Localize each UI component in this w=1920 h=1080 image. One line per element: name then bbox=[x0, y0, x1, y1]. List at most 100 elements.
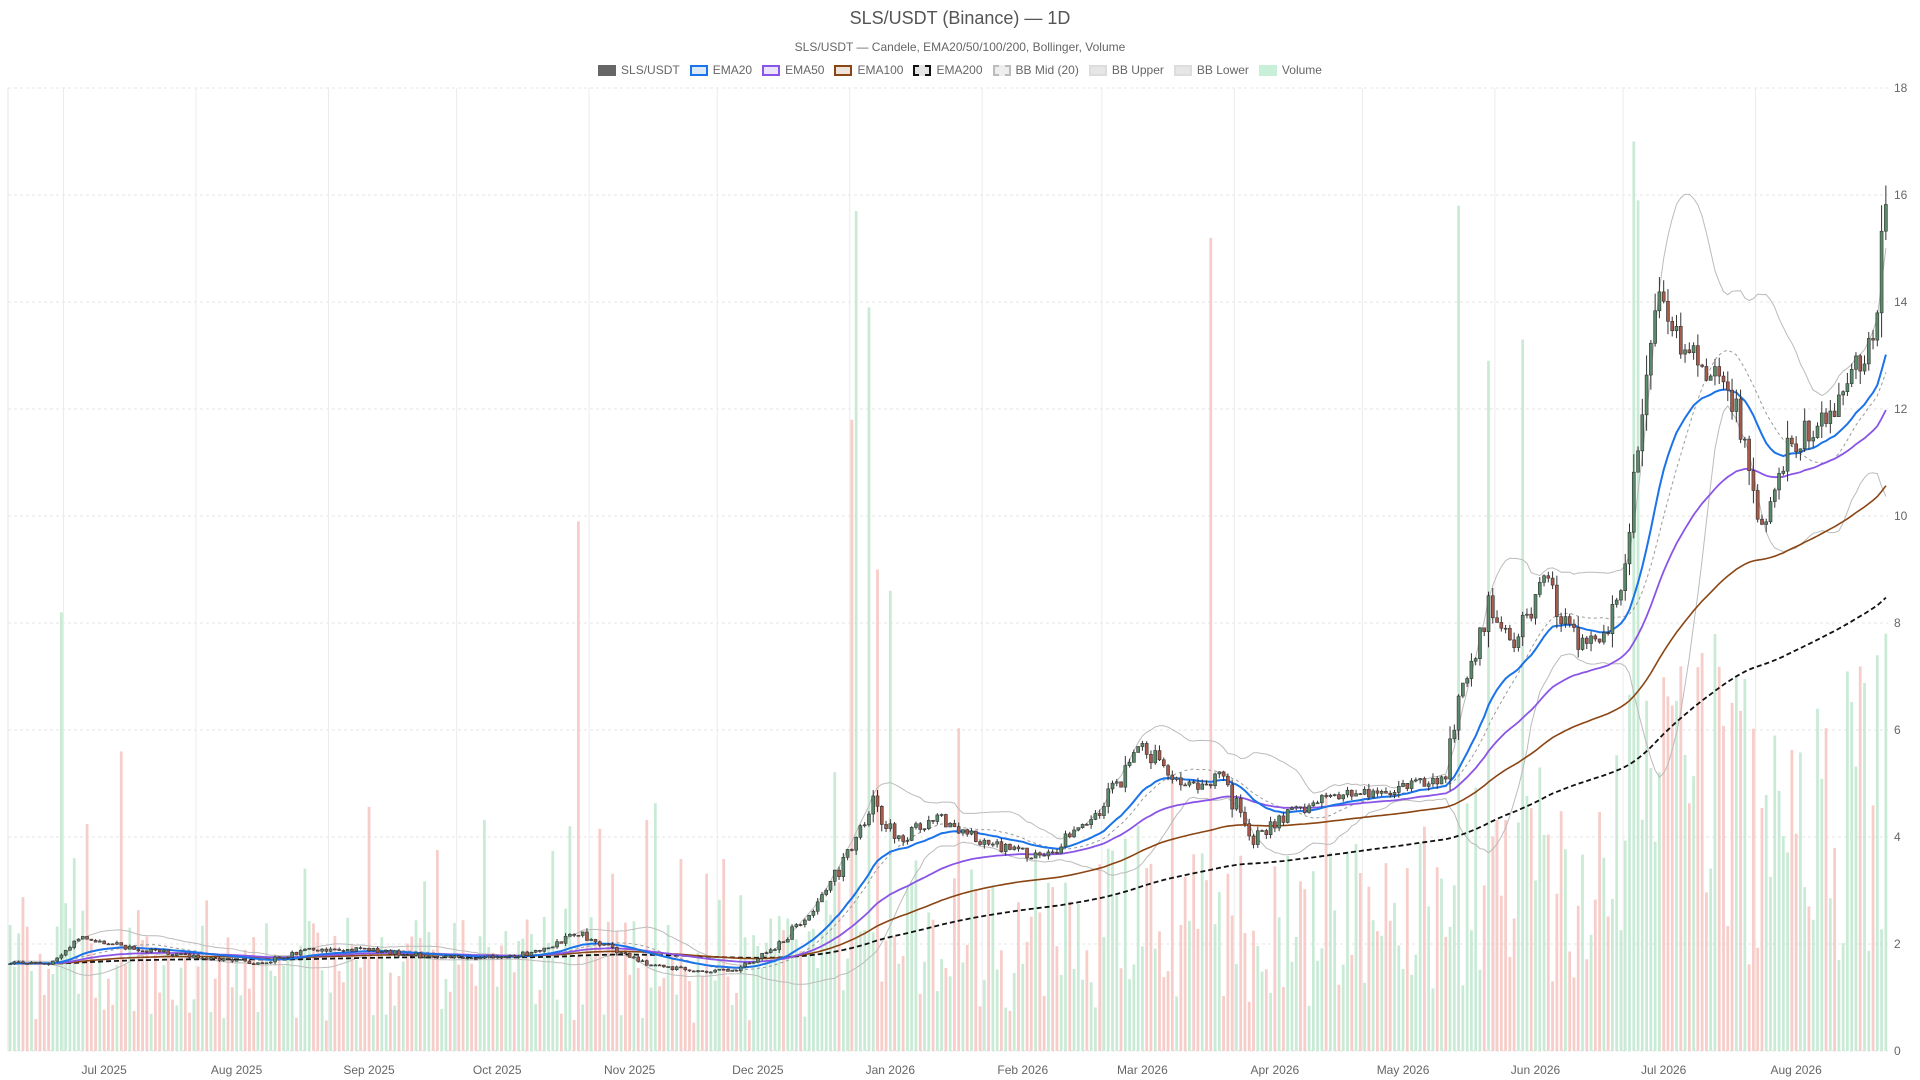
legend-item[interactable]: Volume bbox=[1258, 63, 1322, 77]
volume-bar bbox=[1871, 805, 1875, 1051]
legend-item[interactable]: SLS/USDT bbox=[598, 63, 680, 77]
legend-item[interactable]: BB Mid (20) bbox=[992, 63, 1079, 77]
candle-body bbox=[585, 931, 589, 941]
candle-body bbox=[1285, 809, 1290, 823]
candle-body bbox=[1422, 778, 1427, 787]
volume-bar bbox=[1645, 700, 1648, 1051]
candle-body bbox=[1251, 835, 1256, 845]
candle-body bbox=[444, 955, 448, 958]
volume-bar bbox=[1875, 655, 1879, 1051]
legend-item[interactable]: EMA20 bbox=[689, 63, 752, 77]
candle-body bbox=[1123, 765, 1128, 788]
candle-body bbox=[1563, 616, 1568, 625]
candle-body bbox=[862, 824, 867, 827]
volume-bar bbox=[1115, 895, 1119, 1051]
volume-bar bbox=[1423, 826, 1426, 1051]
volume-bar bbox=[628, 974, 632, 1051]
volume-bar bbox=[111, 1004, 115, 1051]
candle-body bbox=[1187, 781, 1192, 786]
volume-bar bbox=[1495, 819, 1499, 1051]
volume-bar bbox=[991, 885, 995, 1051]
volume-bar bbox=[551, 850, 555, 1051]
candle-body bbox=[555, 941, 559, 948]
candle-body bbox=[824, 889, 829, 895]
volume-bar bbox=[1653, 841, 1657, 1051]
legend-item[interactable]: BB Upper bbox=[1088, 63, 1164, 77]
candle-body bbox=[1153, 750, 1158, 764]
candle-body bbox=[738, 966, 743, 972]
volume-bar bbox=[914, 860, 918, 1051]
volume-bar bbox=[1457, 205, 1460, 1051]
x-tick-label: Jul 2025 bbox=[81, 1063, 127, 1077]
volume-bar bbox=[13, 966, 16, 1051]
volume-bar bbox=[940, 959, 943, 1051]
candle-body bbox=[811, 910, 816, 916]
volume-bar bbox=[1038, 912, 1042, 1051]
volume-bar bbox=[1264, 969, 1268, 1051]
candle-body bbox=[149, 948, 153, 953]
legend-swatch bbox=[1173, 64, 1192, 76]
volume-bar bbox=[1072, 969, 1076, 1051]
volume-bar bbox=[406, 943, 409, 1051]
candle-body bbox=[33, 961, 38, 964]
candle-body bbox=[1674, 325, 1679, 332]
volume-bar bbox=[1546, 834, 1550, 1051]
volume-bar bbox=[572, 1020, 576, 1051]
volume-bar bbox=[794, 939, 798, 1051]
candle-body bbox=[777, 941, 782, 950]
candle-body bbox=[1298, 806, 1303, 809]
volume-bar bbox=[722, 858, 726, 1051]
candle-body bbox=[1747, 438, 1751, 471]
legend-item[interactable]: EMA200 bbox=[913, 63, 983, 77]
volume-bar bbox=[102, 1009, 106, 1051]
volume-bar bbox=[1794, 833, 1798, 1051]
candle-body bbox=[196, 954, 200, 959]
legend-item[interactable]: BB Lower bbox=[1173, 63, 1249, 77]
y-tick-label: 2 bbox=[1894, 937, 1901, 951]
volume-bar bbox=[371, 1015, 375, 1051]
candle-body bbox=[1597, 638, 1602, 643]
candle-body bbox=[1730, 389, 1734, 412]
candle-body bbox=[174, 953, 179, 956]
volume-bar bbox=[252, 937, 256, 1051]
volume-bar bbox=[756, 946, 760, 1051]
volume-bar bbox=[1713, 634, 1717, 1051]
volume-bar bbox=[1448, 926, 1452, 1051]
volume-bar bbox=[397, 975, 401, 1051]
candle-body bbox=[986, 839, 991, 845]
candle-body bbox=[662, 964, 666, 968]
volume-bar bbox=[47, 968, 50, 1051]
volume-bar bbox=[1679, 666, 1683, 1051]
volume-bar bbox=[594, 942, 597, 1051]
volume-bar bbox=[1452, 885, 1456, 1051]
volume-bar bbox=[1252, 930, 1255, 1051]
volume-bar bbox=[256, 1012, 260, 1051]
volume-bar bbox=[824, 900, 828, 1051]
volume-bar bbox=[414, 920, 418, 1051]
candle-body bbox=[418, 952, 423, 959]
candle-body bbox=[1418, 778, 1422, 781]
volume-bar bbox=[807, 931, 811, 1051]
candle-body bbox=[38, 962, 42, 964]
volume-bar bbox=[1222, 995, 1225, 1051]
x-tick-label: Sep 2025 bbox=[343, 1063, 395, 1077]
volume-bar bbox=[1166, 971, 1170, 1051]
legend-item[interactable]: EMA50 bbox=[762, 63, 824, 77]
legend-swatch bbox=[762, 64, 781, 76]
volume-bar bbox=[1760, 807, 1764, 1051]
volume-bar bbox=[277, 960, 281, 1051]
legend-item[interactable]: EMA100 bbox=[834, 63, 903, 77]
volume-bar bbox=[239, 995, 243, 1051]
volume-bar bbox=[1149, 863, 1153, 1051]
candle-body bbox=[1273, 821, 1277, 829]
candle-body bbox=[914, 823, 918, 828]
volume-bar bbox=[107, 978, 110, 1051]
candle-body bbox=[1294, 806, 1299, 809]
volume-bar bbox=[718, 899, 721, 1051]
volume-bar bbox=[837, 882, 841, 1051]
volume-bar bbox=[64, 903, 68, 1051]
volume-bar bbox=[226, 937, 230, 1051]
volume-bar bbox=[1709, 868, 1713, 1051]
volume-bar bbox=[329, 992, 332, 1051]
candle-body bbox=[1260, 830, 1264, 832]
